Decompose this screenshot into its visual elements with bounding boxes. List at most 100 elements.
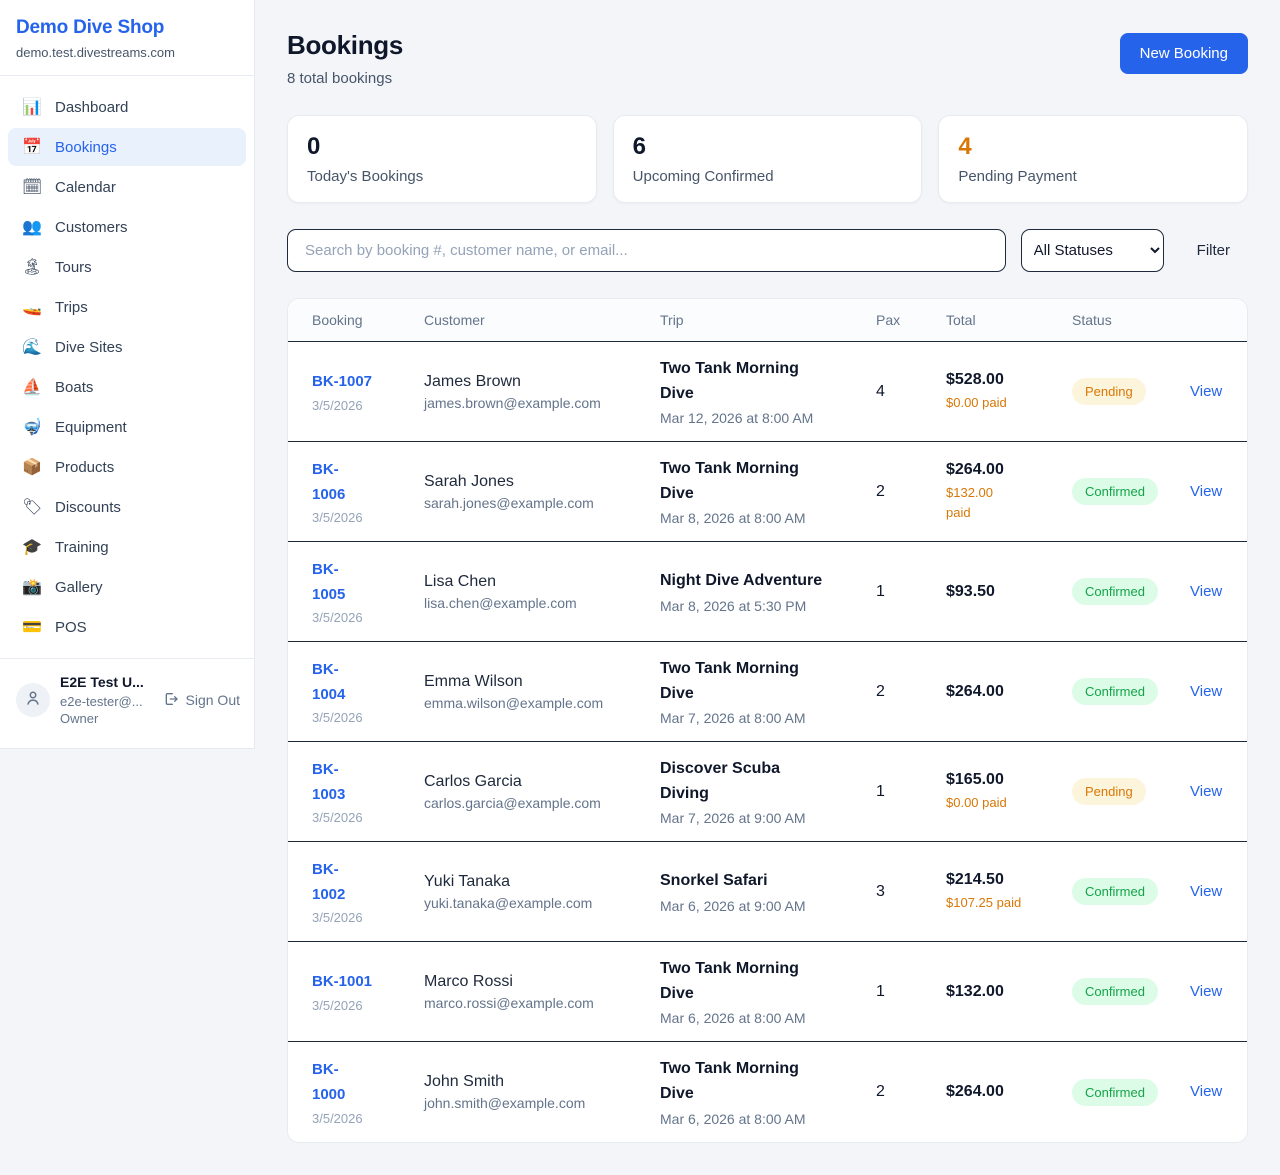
trip-cell: Two Tank Morning Dive Mar 7, 2026 at 8:0…	[660, 657, 876, 727]
page-subtitle: 8 total bookings	[287, 70, 393, 87]
sidebar-item-calendar[interactable]: 🗓 Calendar	[8, 168, 246, 206]
trip-datetime: Mar 8, 2026 at 8:00 AM	[660, 510, 806, 527]
sidebar-item-label: Products	[55, 458, 115, 476]
customer-name: Marco Rossi	[424, 972, 513, 990]
booking-number-link[interactable]: BK- 1000	[312, 1061, 346, 1103]
sidebar-nav: 📊 Dashboard 📅 Bookings 🗓 Calendar 👥 Cust…	[0, 76, 254, 658]
sidebar-item-bookings[interactable]: 📅 Bookings	[8, 128, 246, 166]
stat-value: 6	[632, 133, 647, 160]
customer-cell: James Brown james.brown@example.com	[424, 373, 660, 411]
sidebar-divider	[0, 75, 254, 76]
total-cell: $264.00	[946, 683, 1072, 701]
wave-icon: 🌊	[22, 339, 42, 356]
sidebar-item-training[interactable]: 🎓 Training	[8, 528, 246, 566]
view-link[interactable]: View	[1190, 1083, 1223, 1100]
view-link[interactable]: View	[1190, 482, 1223, 500]
search-input[interactable]	[287, 229, 1006, 272]
page-header: Bookings 8 total bookings New Booking	[287, 30, 1248, 87]
total-cell: $264.00 $132.00 paid	[946, 461, 1072, 522]
view-cell: View	[1190, 383, 1223, 401]
total-amount: $132.00	[946, 982, 1004, 1000]
sidebar-item-equipment[interactable]: 🤿 Equipment	[8, 408, 246, 446]
booking-date: 3/5/2026	[312, 810, 363, 826]
booking-number-link[interactable]: BK- 1006	[312, 460, 346, 503]
camera-icon: 📸	[22, 579, 42, 596]
stat-value: 0	[307, 133, 321, 160]
booking-cell: BK- 1002 3/5/2026	[312, 858, 424, 926]
trip-datetime: Mar 6, 2026 at 8:00 AM	[660, 1010, 806, 1027]
total-amount: $264.00	[946, 682, 1004, 700]
sidebar-item-dashboard[interactable]: 📊 Dashboard	[8, 88, 246, 126]
sidebar-item-customers[interactable]: 👥 Customers	[8, 208, 246, 246]
view-link[interactable]: View	[1190, 582, 1223, 600]
trip-name: Two Tank Morning Dive	[660, 359, 799, 402]
user-name: E2E Test U...	[60, 674, 144, 690]
customer-email: marco.rossi@example.com	[424, 994, 594, 1011]
table-row: BK- 1002 3/5/2026 Yuki Tanaka yuki.tanak…	[288, 842, 1247, 942]
bar-chart-icon: 📊	[22, 99, 42, 116]
booking-date: 3/5/2026	[312, 397, 363, 413]
total-amount: $165.00	[946, 770, 1004, 788]
table-row: BK- 1005 3/5/2026 Lisa Chen lisa.chen@ex…	[288, 542, 1247, 642]
customer-email: james.brown@example.com	[424, 394, 601, 411]
calendar-date-icon: 📅	[22, 139, 42, 156]
customer-name: Sarah Jones	[424, 472, 514, 490]
new-booking-button[interactable]: New Booking	[1119, 33, 1248, 74]
trip-cell: Two Tank Morning Dive Mar 6, 2026 at 8:0…	[660, 1057, 876, 1127]
trip-name: Two Tank Morning Dive	[660, 959, 799, 1002]
status-badge: Confirmed	[1072, 1078, 1158, 1106]
sidebar-item-products[interactable]: 📦 Products	[8, 448, 246, 486]
sidebar-item-label: Calendar	[55, 178, 116, 196]
booking-number-link[interactable]: BK- 1003	[312, 760, 346, 803]
view-cell: View	[1190, 883, 1223, 901]
table-controls: All Statuses Filter	[287, 229, 1248, 272]
customer-name: James Brown	[424, 372, 521, 390]
sidebar-item-label: Customers	[55, 218, 128, 236]
booking-number-link[interactable]: BK- 1004	[312, 660, 346, 703]
sidebar-item-label: POS	[55, 618, 87, 636]
total-amount: $264.00	[946, 461, 1004, 478]
total-amount: $93.50	[946, 582, 995, 600]
status-filter-select[interactable]: All Statuses	[1020, 229, 1164, 272]
sidebar-item-trips[interactable]: 🚤 Trips	[8, 288, 246, 326]
sidebar-item-pos[interactable]: 💳 POS	[8, 608, 246, 646]
sidebar-item-boats[interactable]: ⛵ Boats	[8, 368, 246, 406]
customer-email: sarah.jones@example.com	[424, 494, 594, 511]
booking-number-link[interactable]: BK-1001	[312, 973, 373, 991]
sidebar-item-discounts[interactable]: 🏷 Discounts	[8, 488, 246, 526]
sidebar-item-dive-sites[interactable]: 🌊 Dive Sites	[8, 328, 246, 366]
view-link[interactable]: View	[1190, 982, 1223, 1000]
person-icon	[24, 689, 42, 712]
view-cell: View	[1190, 983, 1223, 1001]
sidebar-item-label: Bookings	[55, 138, 117, 156]
view-link[interactable]: View	[1190, 682, 1223, 700]
total-cell: $214.50 $107.25 paid	[946, 871, 1072, 913]
booking-number-link[interactable]: BK- 1002	[312, 860, 346, 903]
sign-out-button[interactable]: Sign Out	[163, 691, 240, 710]
status-cell: Confirmed	[1072, 978, 1190, 1005]
trip-name: Discover Scuba Diving	[660, 759, 781, 802]
total-cell: $132.00	[946, 983, 1072, 1001]
trip-cell: Two Tank Morning Dive Mar 12, 2026 at 8:…	[660, 357, 876, 427]
trip-name: Night Dive Adventure	[660, 572, 823, 590]
sailboat-icon: ⛵	[22, 379, 42, 396]
booking-number-link[interactable]: BK-1007	[312, 373, 373, 391]
bookings-table: Booking Customer Trip Pax Total Status BK-100…	[287, 298, 1248, 1143]
main-content: Bookings 8 total bookings New Booking 0 …	[255, 0, 1280, 1175]
customer-cell: Lisa Chen lisa.chen@example.com	[424, 573, 660, 611]
sidebar-item-gallery[interactable]: 📸 Gallery	[8, 568, 246, 606]
sidebar-item-tours[interactable]: 🏝 Tours	[8, 248, 246, 286]
pax-cell: 2	[876, 1083, 885, 1100]
view-link[interactable]: View	[1190, 882, 1223, 900]
booking-cell: BK-1007 3/5/2026	[312, 370, 424, 413]
view-link[interactable]: View	[1190, 782, 1223, 800]
view-link[interactable]: View	[1190, 382, 1223, 400]
sidebar: Demo Dive Shop demo.test.divestreams.com…	[0, 0, 255, 749]
filter-button[interactable]: Filter	[1179, 242, 1248, 259]
booking-number-link[interactable]: BK- 1005	[312, 560, 346, 603]
customer-cell: Marco Rossi marco.rossi@example.com	[424, 973, 660, 1011]
total-cell: $93.50	[946, 583, 1072, 601]
status-badge: Confirmed	[1072, 478, 1158, 505]
total-cell: $264.00	[946, 1083, 1072, 1101]
status-cell: Confirmed	[1072, 578, 1190, 605]
